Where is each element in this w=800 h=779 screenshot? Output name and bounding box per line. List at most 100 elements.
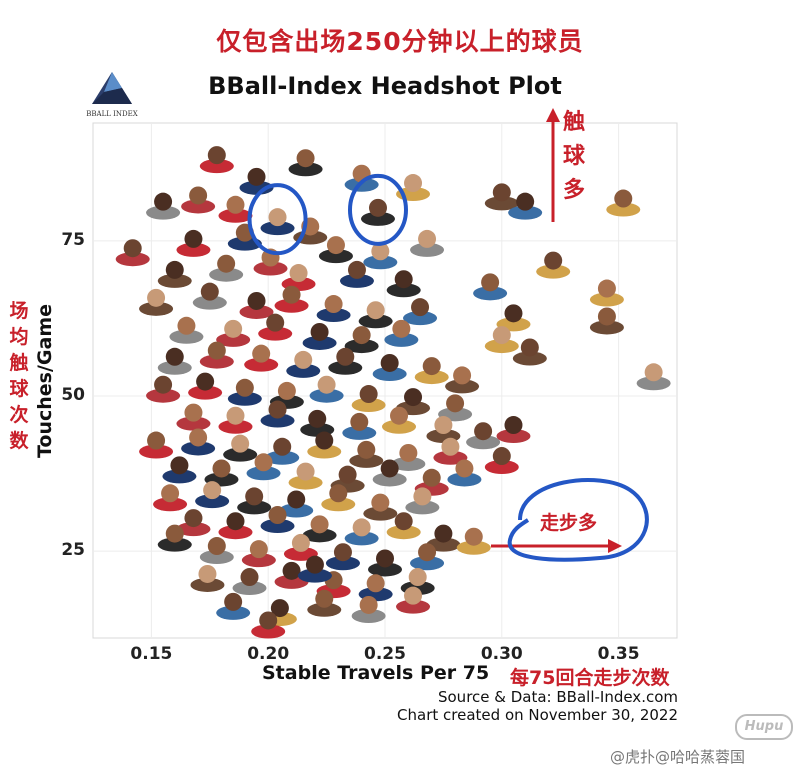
headshot-jersey <box>384 332 419 347</box>
headshot-jersey <box>360 211 395 226</box>
headshot-face <box>434 524 453 543</box>
data-point <box>386 270 421 298</box>
touches-annotation: 触球多 <box>562 110 585 203</box>
chinese-title: 仅包含出场250分钟以上的球员 <box>216 27 584 56</box>
data-point <box>288 462 323 490</box>
headshot-face <box>247 167 266 186</box>
data-point <box>589 279 624 307</box>
headshot-jersey <box>410 556 445 571</box>
travels-arrowhead <box>608 539 622 553</box>
headshot-face <box>247 291 266 310</box>
data-point <box>307 589 342 617</box>
data-point <box>237 487 272 515</box>
data-point <box>244 344 279 372</box>
headshot-jersey <box>344 339 379 354</box>
headshot-face <box>207 341 226 360</box>
headshot-jersey <box>445 379 480 394</box>
travels-blue-circle <box>507 478 649 562</box>
data-point <box>325 543 360 571</box>
data-point <box>260 208 295 236</box>
x-tick-label: 0.20 <box>247 644 290 664</box>
headshot-jersey <box>536 264 571 279</box>
headshot-face <box>597 279 616 298</box>
headshot-face <box>404 586 423 605</box>
headshot-jersey <box>199 354 234 369</box>
headshot-face <box>184 403 203 422</box>
headshot-jersey <box>176 522 211 537</box>
data-point <box>209 254 244 282</box>
headshot-face <box>394 270 413 289</box>
headshot-face <box>154 192 173 211</box>
data-point <box>286 350 321 378</box>
data-point <box>258 313 293 341</box>
data-point <box>216 592 251 620</box>
headshot-face <box>226 406 245 425</box>
headshot-face <box>123 239 142 258</box>
headshot-face <box>336 347 355 366</box>
data-point <box>139 288 174 316</box>
headshot-face <box>161 484 180 503</box>
data-point <box>484 183 519 211</box>
data-point <box>410 543 445 571</box>
data-point <box>239 167 274 195</box>
headshot-jersey <box>386 525 421 540</box>
data-point <box>157 260 192 288</box>
headshot-jersey <box>372 366 407 381</box>
data-point <box>302 515 337 543</box>
headshot-jersey <box>188 385 223 400</box>
headshot-jersey <box>589 320 624 335</box>
headshot-face <box>352 518 371 537</box>
headshot-face <box>165 524 184 543</box>
headshot-face <box>333 543 352 562</box>
headshot-face <box>217 254 236 273</box>
data-point <box>391 443 426 471</box>
headshot-face <box>310 515 329 534</box>
headshot-jersey <box>244 357 279 372</box>
headshot-face <box>371 493 390 512</box>
headshot-face <box>189 186 208 205</box>
data-point <box>199 341 234 369</box>
y-tick-label: 50 <box>61 385 85 405</box>
highlight-circle <box>347 173 408 246</box>
y-axis-label-cn: 场均触球次数 <box>9 300 29 452</box>
watermark-text: @虎扑@哈哈蒸蓉国 <box>610 748 746 766</box>
data-point <box>360 198 395 226</box>
y-tick-label: 75 <box>61 229 85 250</box>
data-point <box>386 512 421 540</box>
data-point <box>218 512 253 540</box>
headshot-jersey <box>286 363 321 378</box>
headshot-jersey <box>456 540 491 555</box>
data-point <box>484 326 519 354</box>
x-tick-label: 0.30 <box>480 644 523 664</box>
headshot-face <box>170 456 189 475</box>
headshot-face <box>268 506 287 525</box>
headshot-face <box>294 350 313 369</box>
headshot-face <box>359 385 378 404</box>
headshot-face <box>411 298 430 317</box>
headshot-face <box>165 260 184 279</box>
x-tick-label: 0.35 <box>597 644 640 664</box>
headshot-face <box>380 353 399 372</box>
headshot-jersey <box>283 546 318 561</box>
headshot-face <box>394 512 413 531</box>
headshot-face <box>371 242 390 261</box>
data-point <box>349 440 384 468</box>
headshot-face <box>492 183 511 202</box>
headshot-face <box>446 394 465 413</box>
headshot-face <box>474 422 493 441</box>
data-point <box>195 481 230 509</box>
headshot-face <box>504 416 523 435</box>
headshot-face <box>235 378 254 397</box>
headshot-jersey <box>239 304 274 319</box>
headshot-face <box>268 400 287 419</box>
headshot-jersey <box>199 550 234 565</box>
headshot-face <box>504 304 523 323</box>
headshot-face <box>249 540 268 559</box>
x-tick-label: 0.15 <box>130 644 173 664</box>
logo-text: BBALL INDEX <box>86 110 138 118</box>
headshot-face <box>614 189 633 208</box>
data-point <box>358 301 393 329</box>
x-axis-label: Stable Travels Per 75 <box>262 662 490 684</box>
data-point <box>146 375 181 403</box>
headshot-face <box>226 195 245 214</box>
